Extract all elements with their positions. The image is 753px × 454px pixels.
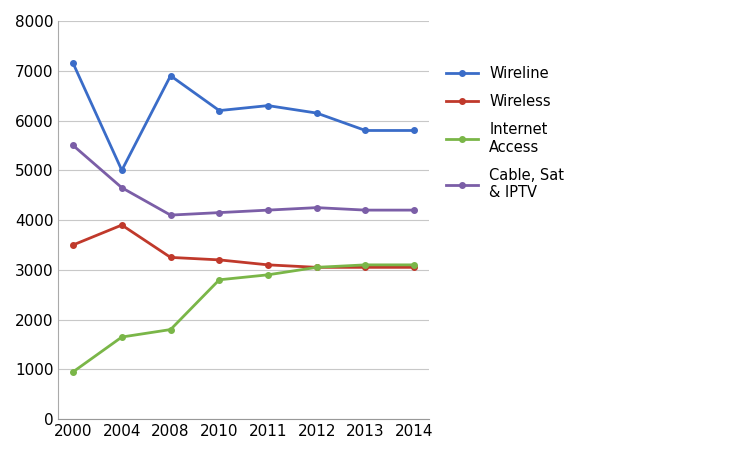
Legend: Wireline, Wireless, Internet
Access, Cable, Sat
& IPTV: Wireline, Wireless, Internet Access, Cab… — [440, 60, 570, 206]
